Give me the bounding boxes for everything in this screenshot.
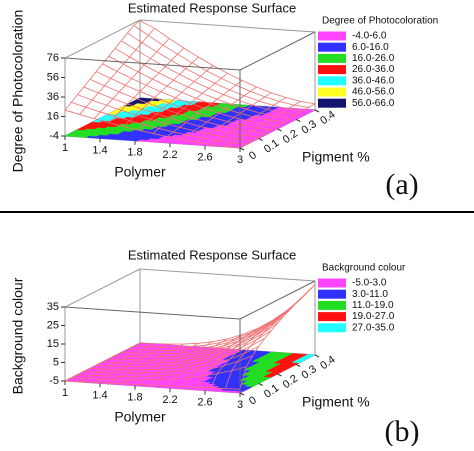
panel: Estimated Response Surface -5 5 15 25 35 1 1.4 1… [10,247,420,447]
y-tick [239,392,245,396]
legend-swatch [318,31,346,41]
y-axis-label: Pigment % [302,394,370,410]
x-tick-label: 2.2 [162,149,177,161]
legend-label: 6.0-16.0 [352,42,389,53]
legend-swatch [318,53,346,63]
z-tick-label: -5 [49,375,59,387]
z-axis-label: Degree of Photocoloration [10,10,26,173]
z-tick-label: 35 [47,301,59,313]
x-tick-label: 2.2 [162,394,177,406]
y-tick-label: 0 [247,394,259,407]
legend-label: 56.0-66.0 [352,98,395,109]
z-tick-label: 16 [47,110,59,122]
panel-label: (a) [385,168,418,201]
legend-label: 36.0-46.0 [352,75,395,86]
legend-swatch [318,76,346,86]
legend-label: -4.0-6.0 [352,31,387,42]
x-tick-label: 1.4 [92,389,107,401]
surface-wire [225,101,301,147]
box-edge [64,57,241,71]
legend-label: 46.0-56.0 [352,87,395,98]
z-tick-label: 56 [47,71,59,83]
legend-label: 26.0-36.0 [352,64,395,75]
panel-label: (b) [385,415,420,446]
z-tick-label: 25 [47,319,59,331]
x-tick-label: 1 [62,142,68,154]
surface-wire [133,25,309,108]
y-tick [296,119,301,122]
legend-title: Background colour [322,263,406,274]
box-edge [239,280,316,320]
legend-label: -5.0-3.0 [352,278,387,289]
chart-title: Estimated Response Surface [128,247,296,262]
x-tick-label: 1 [62,387,68,399]
z-axis-label: Background colour [10,277,26,394]
surface-wire [127,296,303,351]
y-tick-label: 0 [247,149,259,162]
legend-label: 11.0-19.0 [352,300,394,311]
z-tick-label: 15 [47,338,59,350]
z-tick-label: 76 [47,52,59,64]
z-tick-label: 36 [47,91,59,103]
legend-label: 3.0-11.0 [352,289,388,300]
y-tick [314,354,320,358]
chart-title: Estimated Response Surface [128,0,296,15]
box-edge [239,31,316,71]
surface-wire [239,103,316,149]
panel: Estimated Response Surface -4 16 36 56 76 1 1.4… [10,0,438,200]
y-tick [314,109,320,113]
x-tick-label: 1.8 [127,392,142,404]
legend-label: 27.0-35.0 [352,322,395,333]
x-tick-label: 3 [237,399,243,411]
x-axis-label: Polymer [114,164,166,180]
legend-swatch [318,65,346,75]
box-edge [64,306,241,320]
x-tick-label: 2.6 [197,152,212,164]
z-tick-label: -4 [49,130,59,142]
y-tick [239,147,245,151]
legend-swatch [318,278,346,288]
x-tick-label: 2.6 [197,397,212,409]
legend-label: 19.0-27.0 [352,311,395,322]
y-tick [258,383,263,386]
x-tick-label: 3 [237,154,243,166]
y-tick [296,364,301,367]
surface-wire [139,20,316,105]
legend-title: Degree of Photocoloration [322,16,438,27]
surface-wire [139,284,316,345]
legend-swatch [318,42,346,52]
y-tick [258,138,263,141]
surface-wire [133,290,310,348]
x-tick-label: 1.4 [92,144,107,156]
y-tick [277,128,282,132]
legend-label: 16.0-26.0 [352,53,395,64]
legend-swatch [318,87,346,97]
legend-swatch [318,300,346,310]
legend-swatch [318,289,346,299]
surface-wire [127,32,303,112]
x-tick-label: 1.8 [127,147,142,159]
legend-swatch [318,98,346,108]
legend-swatch [318,323,346,333]
y-axis-label: Pigment % [302,149,370,165]
x-axis-label: Polymer [114,409,166,425]
legend-swatch [318,312,346,322]
z-tick-label: 5 [53,356,59,368]
y-tick [277,373,282,377]
